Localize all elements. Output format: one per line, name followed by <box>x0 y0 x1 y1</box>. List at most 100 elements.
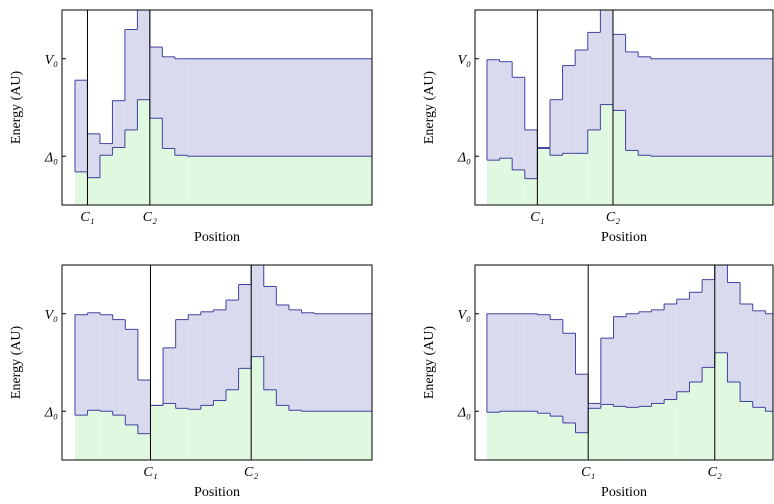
x-axis-label: Position <box>601 230 647 245</box>
y-tick-label: Δ₀ <box>457 405 471 420</box>
upper-fill <box>727 282 741 382</box>
panel: C₁ C₂ Δ₀ V₀ Position Energy (AU) <box>422 264 774 500</box>
upper-fill <box>187 58 372 157</box>
upper-fill <box>664 304 677 400</box>
y-tick-label: V₀ <box>458 308 472 323</box>
lower-fill <box>512 411 525 460</box>
lower-fill <box>175 408 189 460</box>
y-tick-label: V₀ <box>458 53 472 68</box>
upper-fill <box>689 292 703 382</box>
lower-fill <box>512 169 525 205</box>
lower-fill <box>174 155 188 205</box>
upper-fill <box>175 319 189 409</box>
upper-fill <box>112 100 125 148</box>
lower-fill <box>87 410 101 460</box>
upper-fill <box>137 10 150 100</box>
upper-fill <box>562 65 576 154</box>
x-tick-label: C₂ <box>708 465 722 480</box>
x-axis-label: Position <box>194 230 240 245</box>
plot-frame <box>474 9 774 206</box>
lower-fill <box>650 156 773 205</box>
upper-fill <box>740 304 753 402</box>
lower-fill <box>137 99 150 205</box>
lower-fill <box>112 415 126 460</box>
upper-fill <box>486 313 500 413</box>
lower-fill <box>689 382 703 460</box>
lower-fill <box>112 147 125 205</box>
lower-fill <box>524 178 538 205</box>
upper-fill <box>251 265 264 357</box>
upper-fill <box>149 47 163 119</box>
lower-fill <box>263 389 277 460</box>
x-axis-label: Position <box>194 485 240 500</box>
lower-fill <box>99 155 113 205</box>
lower-fill <box>314 411 372 460</box>
lower-fill <box>74 415 88 460</box>
upper-fill <box>213 309 226 401</box>
upper-fill <box>626 313 639 408</box>
lower-fill <box>714 352 728 460</box>
x-tick-label: C₂ <box>606 210 620 225</box>
lower-fill <box>575 432 589 460</box>
lower-fill <box>137 433 151 460</box>
upper-fill <box>225 300 239 390</box>
y-axis-label: Energy (AU) <box>9 71 24 145</box>
upper-fill <box>562 333 576 423</box>
lower-fill <box>499 411 513 460</box>
upper-fill <box>676 299 690 392</box>
lower-fill <box>625 150 639 205</box>
upper-fill <box>625 51 639 151</box>
upper-fill <box>702 279 715 368</box>
lower-fill <box>124 129 138 205</box>
y-tick-label: Δ₀ <box>457 150 471 165</box>
upper-fill <box>638 56 651 156</box>
upper-fill <box>600 338 614 405</box>
upper-fill <box>537 314 551 414</box>
upper-fill <box>74 80 88 172</box>
lower-fill <box>638 155 651 205</box>
panel: C₁ C₂ Δ₀ V₀ Position Energy (AU) <box>9 9 373 245</box>
x-tick-label: C₂ <box>244 465 258 480</box>
lower-fill <box>537 413 551 460</box>
x-axis-label: Position <box>601 485 647 500</box>
lower-fill <box>612 110 626 205</box>
upper-fill <box>137 380 151 434</box>
y-tick-label: V₀ <box>45 53 59 68</box>
plot-frame <box>474 264 774 461</box>
upper-fill <box>765 313 773 412</box>
lower-fill <box>288 410 302 460</box>
x-tick-label: C₁ <box>80 210 94 225</box>
upper-fill <box>575 49 588 154</box>
upper-fill <box>613 316 627 407</box>
lower-fill <box>588 408 601 460</box>
upper-fill <box>100 314 113 412</box>
upper-fill <box>112 319 126 416</box>
upper-fill <box>124 29 138 130</box>
upper-fill <box>301 312 315 412</box>
lower-fill <box>238 368 252 460</box>
lower-fill <box>765 411 773 460</box>
upper-fill <box>99 143 113 156</box>
lower-fill <box>549 155 563 205</box>
lower-fill <box>188 409 201 460</box>
lower-fill <box>149 118 163 205</box>
lower-fill <box>613 406 627 460</box>
lower-fill <box>225 389 239 460</box>
x-tick-label: C₂ <box>143 210 157 225</box>
upper-fill <box>587 32 601 130</box>
lower-fill <box>87 177 100 205</box>
lower-fill <box>664 399 677 460</box>
upper-fill <box>238 284 252 369</box>
x-tick-label: C₁ <box>530 210 544 225</box>
lower-fill <box>727 382 741 460</box>
lower-fill <box>676 391 690 460</box>
upper-fill <box>752 310 766 408</box>
lower-fill <box>486 412 500 460</box>
upper-fill <box>188 314 201 410</box>
upper-fill <box>163 347 176 404</box>
upper-fill <box>74 314 88 416</box>
upper-fill <box>550 319 563 417</box>
lower-fill <box>740 401 753 460</box>
upper-fill <box>87 133 100 178</box>
upper-fill <box>486 59 500 161</box>
